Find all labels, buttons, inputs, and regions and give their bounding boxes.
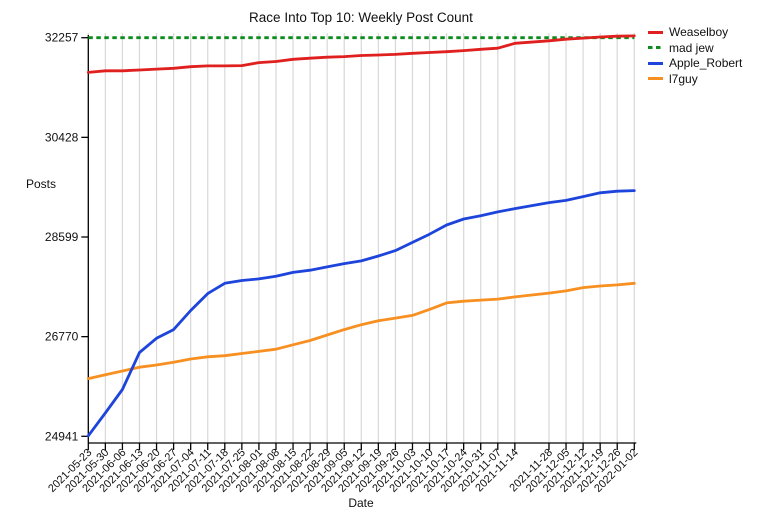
legend-label: Weaselboy	[669, 25, 729, 39]
x-axis-label: Date	[348, 496, 374, 510]
y-axis-label: Posts	[26, 177, 57, 191]
legend-line-swatch	[648, 77, 663, 80]
legend: Weaselboy mad jew Apple_Robert l7guy	[648, 25, 743, 86]
series-line-apple_robert	[86, 189, 636, 438]
legend-label: Apple_Robert	[669, 56, 743, 70]
chart-title: Race Into Top 10: Weekly Post Count	[249, 10, 473, 25]
legend-item: l7guy	[648, 71, 742, 86]
series-line-weaselboy	[86, 34, 636, 74]
y-tick-label: 32257	[45, 31, 79, 45]
y-tick-label: 30428	[45, 130, 79, 144]
legend-label: mad jew	[669, 40, 714, 55]
y-tick-label: 26770	[45, 330, 79, 344]
legend-item: mad jew	[648, 40, 742, 55]
y-tick-label: 28599	[45, 230, 79, 244]
legend-item: Apple_Robert	[648, 56, 743, 70]
legend-line-swatch	[648, 30, 663, 34]
legend-dashed-line-swatch	[648, 46, 663, 49]
legend-item: Weaselboy	[648, 25, 742, 39]
legend-line-swatch	[648, 61, 663, 65]
y-tick-label: 24941	[45, 429, 79, 443]
series-line-l7guy	[86, 281, 636, 381]
legend-label: l7guy	[669, 71, 698, 86]
